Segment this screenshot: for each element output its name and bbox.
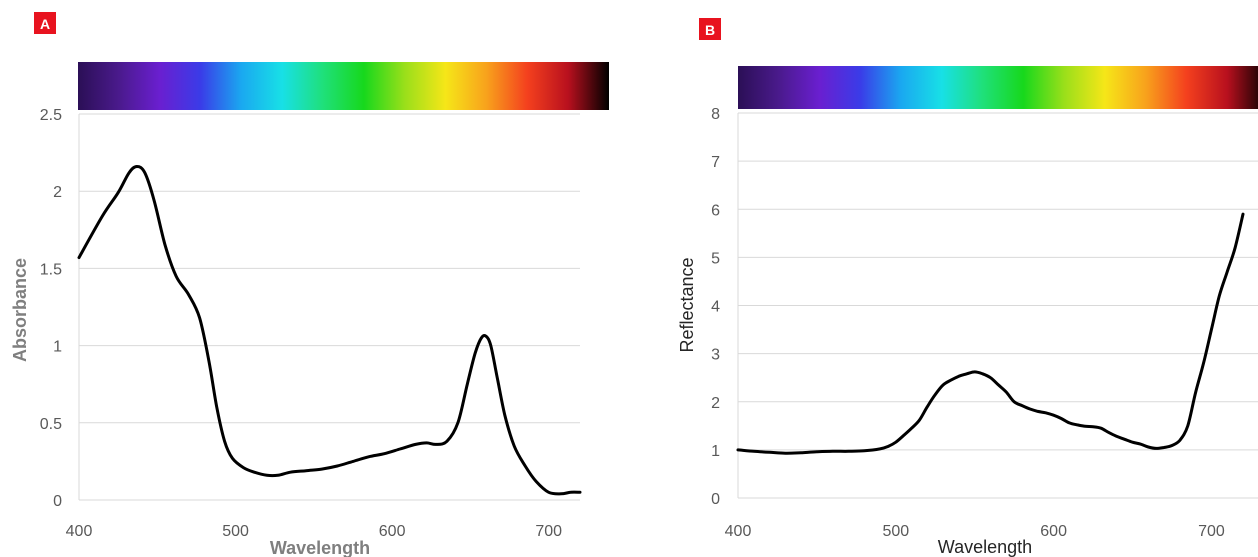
spectrum-bar-b	[738, 66, 1258, 109]
panel-label-badge-b	[699, 18, 721, 40]
reflectance-line	[736, 212, 1245, 455]
panel-a: A 0 0.5 1 1.5 2 2.5 400 500 600 700 Absorbance W…	[10, 12, 609, 557]
y-tick-label-a: 0.5	[40, 416, 62, 433]
panel-label-badge-a	[34, 12, 56, 34]
x-tick-label-b: 600	[1040, 523, 1067, 540]
grid-lines-a	[78, 113, 580, 501]
y-tick-label-b: 6	[711, 202, 720, 219]
panel-label-b: B	[705, 22, 715, 38]
y-tick-label-a: 1	[53, 339, 62, 356]
x-tick-label-a: 600	[379, 523, 406, 540]
y-tick-label-a: 2.5	[40, 107, 62, 124]
x-tick-label-a: 400	[66, 523, 93, 540]
y-tick-label-b: 7	[711, 154, 720, 171]
absorbance-line	[77, 165, 582, 496]
spectrum-bar-a	[78, 62, 609, 110]
y-tick-label-b: 0	[711, 491, 720, 508]
y-tick-label-a: 1.5	[40, 261, 62, 278]
y-tick-label-b: 8	[711, 106, 720, 123]
x-tick-label-b: 700	[1198, 523, 1225, 540]
y-tick-label-b: 4	[711, 299, 720, 316]
x-tick-label-b: 400	[725, 523, 752, 540]
x-tick-labels-b: 400 500 600 700	[725, 523, 1225, 540]
y-tick-label-a: 0	[53, 493, 62, 510]
y-tick-label-a: 2	[53, 184, 62, 201]
x-tick-labels-a: 400 500 600 700	[66, 523, 562, 540]
panel-label-a: A	[40, 16, 50, 32]
y-tick-label-b: 2	[711, 395, 720, 412]
y-tick-labels-a: 0 0.5 1 1.5 2 2.5	[40, 107, 62, 510]
x-axis-title-b: Wavelength	[938, 537, 1032, 557]
x-tick-label-b: 500	[882, 523, 909, 540]
y-tick-labels-b: 0 1 2 3 4 5 6 7 8	[711, 106, 720, 508]
y-tick-label-b: 3	[711, 347, 720, 364]
panel-b: B 0 1 2 3 4 5 6 7 8 400 500 600 700 Reflectance Wav…	[677, 18, 1258, 557]
y-tick-label-b: 1	[711, 443, 720, 460]
x-tick-label-a: 700	[535, 523, 562, 540]
grid-lines-b	[737, 112, 1258, 499]
x-axis-title-a: Wavelength	[270, 538, 370, 557]
x-tick-label-a: 500	[222, 523, 249, 540]
y-axis-title-a: Absorbance	[10, 258, 30, 362]
y-axis-title-b: Reflectance	[677, 257, 697, 352]
y-tick-label-b: 5	[711, 250, 720, 267]
